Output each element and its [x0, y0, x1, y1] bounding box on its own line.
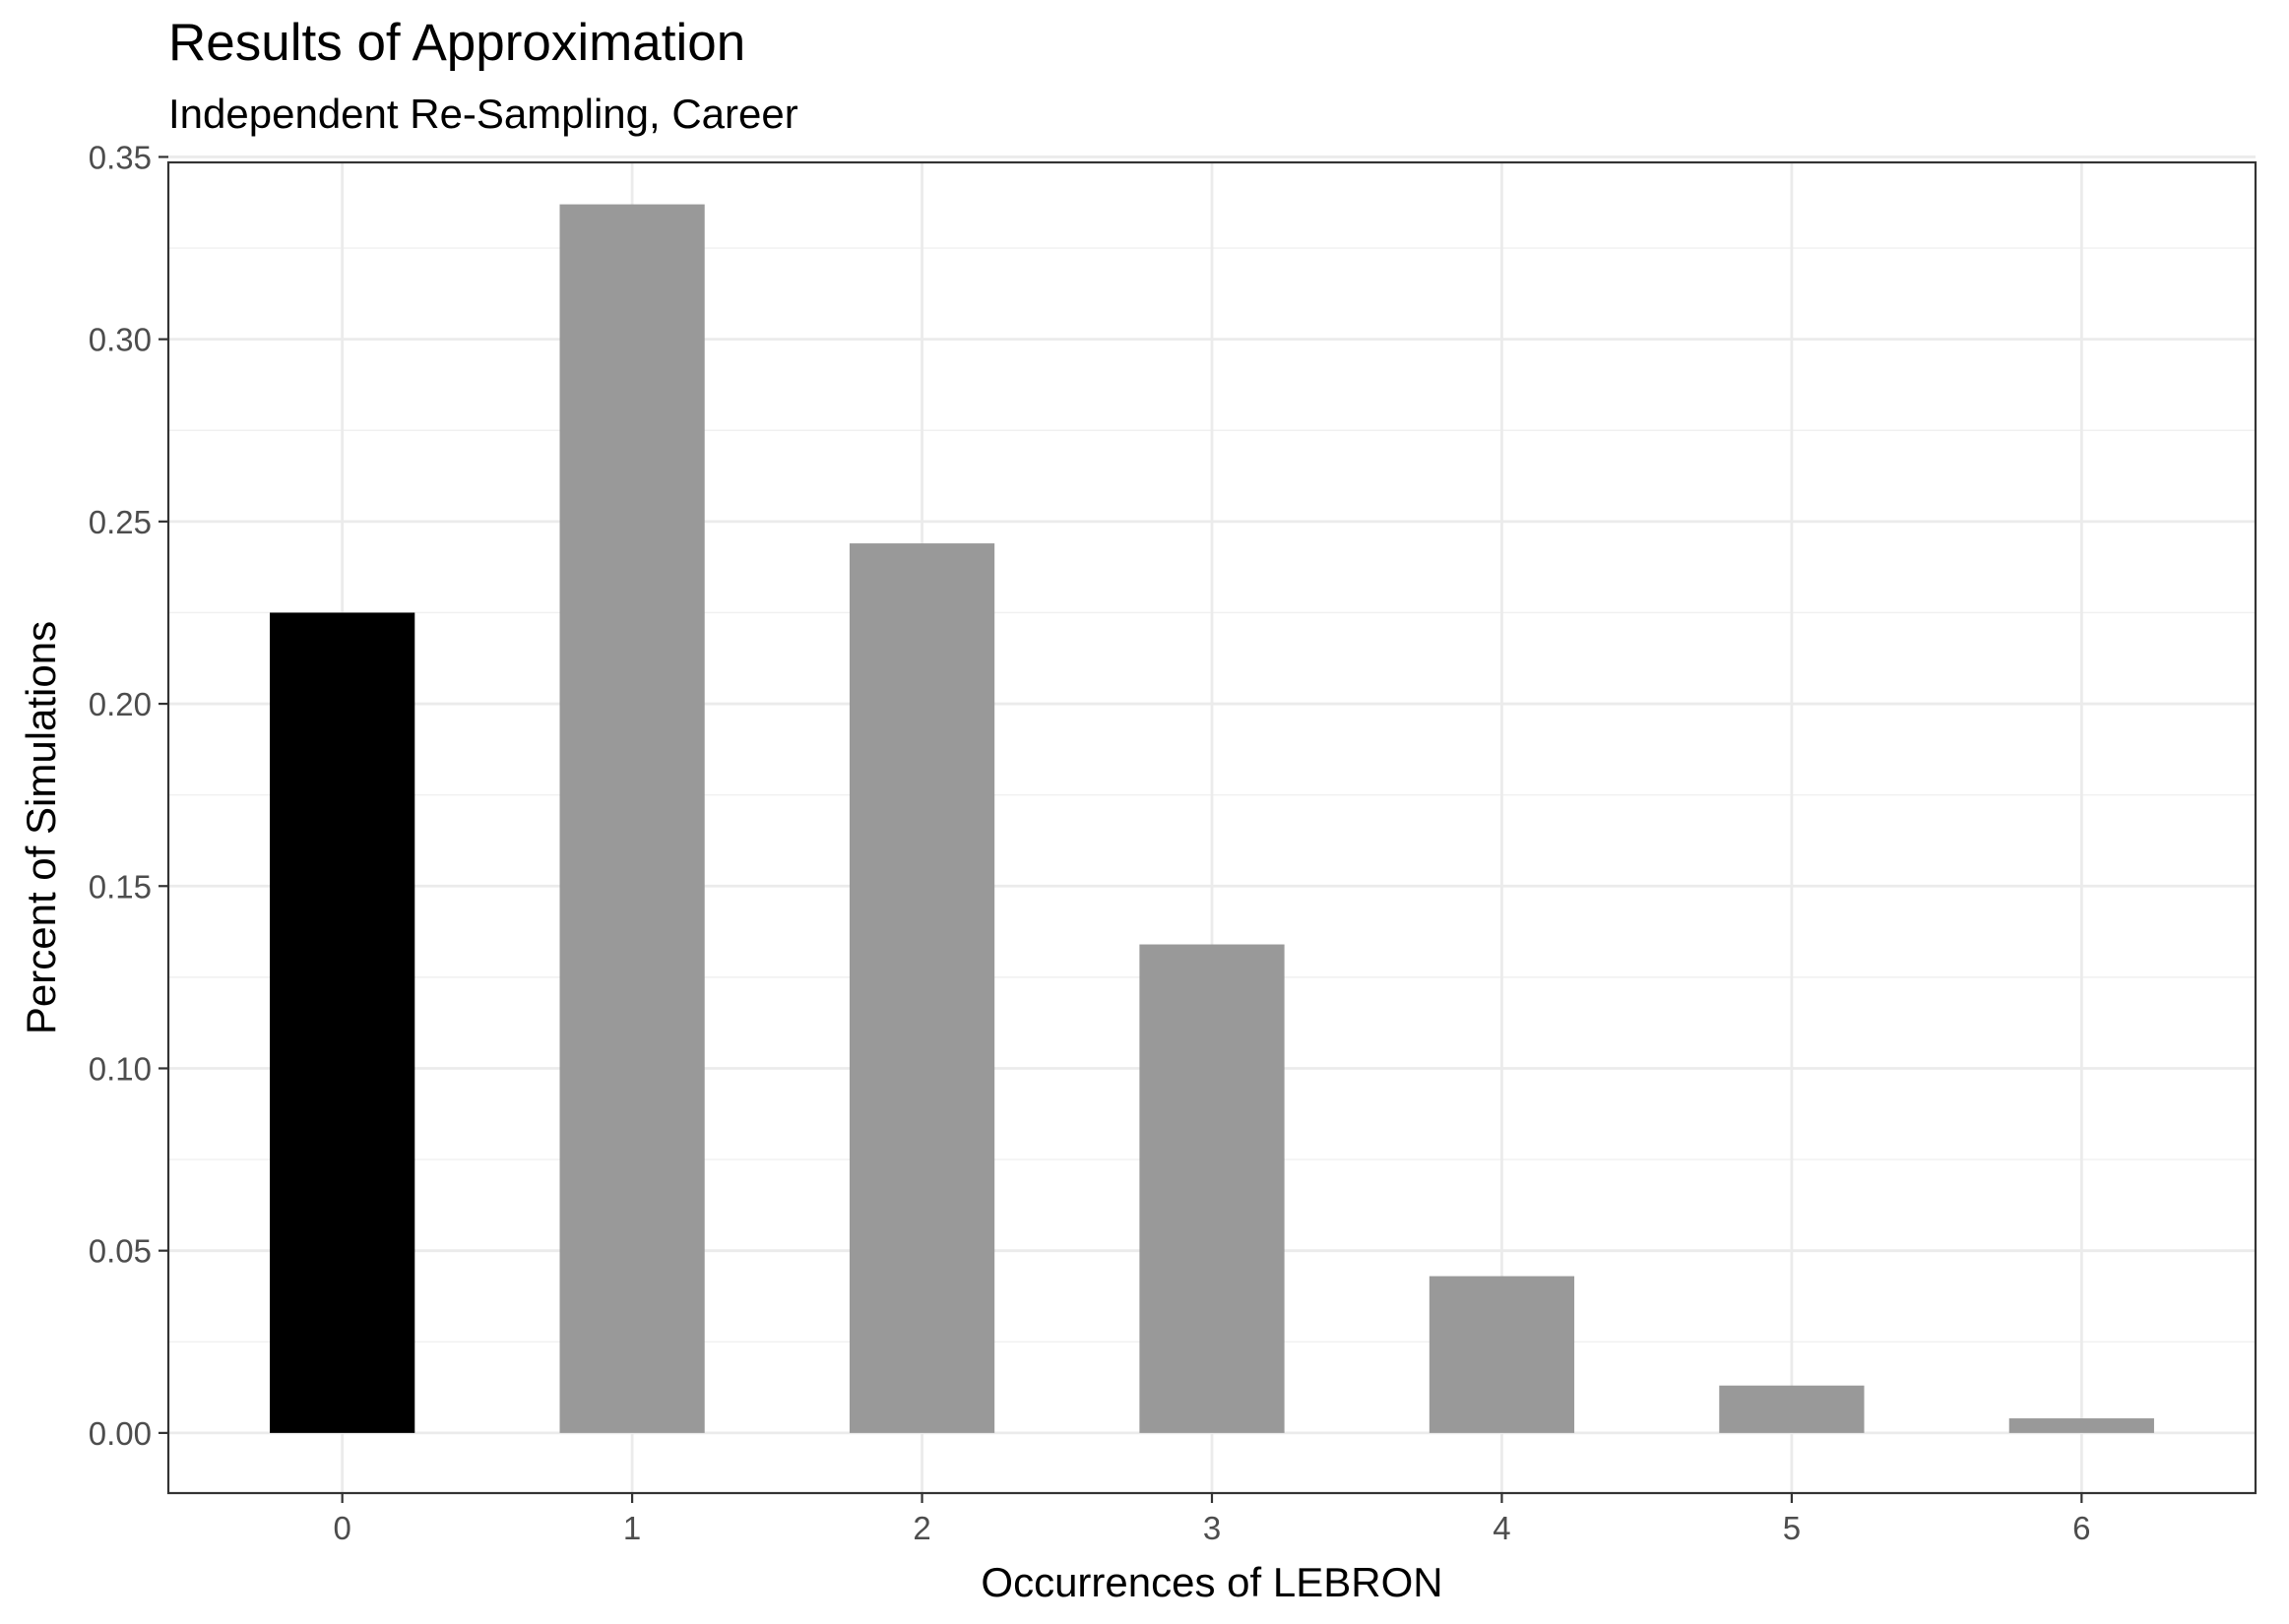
bar-5	[1719, 1385, 1865, 1433]
x-tick-label: 0	[333, 1510, 350, 1546]
y-tick-label: 0.35	[89, 139, 152, 175]
bar-3	[1139, 944, 1285, 1433]
bars	[270, 204, 2154, 1433]
bar-6	[2008, 1418, 2154, 1433]
x-tick-label: 1	[623, 1510, 641, 1546]
y-tick-label: 0.25	[89, 504, 152, 540]
bar-1	[559, 204, 705, 1433]
y-tick-label: 0.10	[89, 1050, 152, 1087]
bar-0	[270, 612, 415, 1433]
x-tick-label: 4	[1493, 1510, 1510, 1546]
bar-4	[1429, 1276, 1575, 1433]
x-tick-label: 2	[913, 1510, 930, 1546]
y-tick-label: 0.15	[89, 868, 152, 905]
chart-title: Results of Approximation	[168, 14, 745, 72]
y-axis-title: Percent of Simulations	[18, 621, 64, 1034]
y-tick-label: 0.05	[89, 1233, 152, 1270]
chart-subtitle: Independent Re-Sampling, Career	[168, 91, 798, 137]
x-axis-title: Occurrences of LEBRON	[981, 1559, 1442, 1605]
x-tick-label: 5	[1783, 1510, 1801, 1546]
x-tick-label: 6	[2072, 1510, 2090, 1546]
axes: 0.00 0.05 0.10 0.15 0.20 0.25 0.30 0.35 0 1 2 3 4 5 6	[89, 139, 2091, 1546]
y-tick-label: 0.30	[89, 322, 152, 358]
y-tick-label: 0.20	[89, 686, 152, 722]
y-tick-label: 0.00	[89, 1415, 152, 1452]
bar-2	[849, 543, 995, 1433]
x-tick-label: 3	[1203, 1510, 1221, 1546]
